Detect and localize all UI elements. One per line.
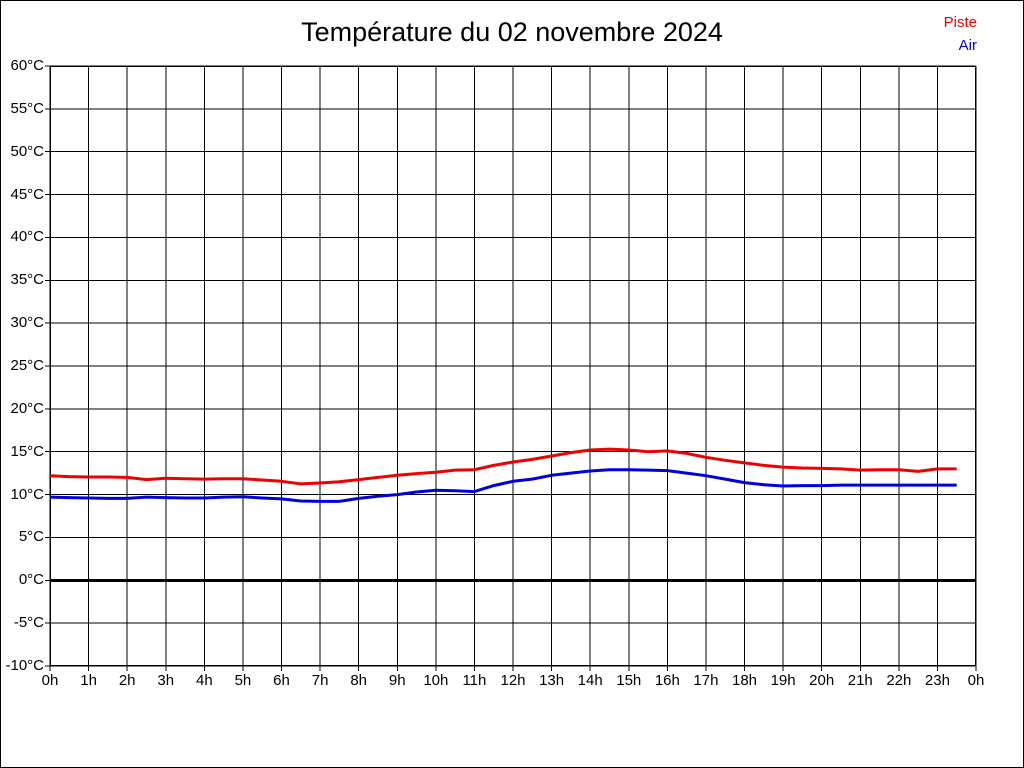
x-tick-label: 2h <box>118 672 136 689</box>
y-tick-label: 5°C <box>18 528 44 546</box>
legend: Piste Air <box>944 11 977 57</box>
y-tick-label: -5°C <box>13 614 44 632</box>
y-tick-label: 40°C <box>10 228 44 246</box>
series-line-piste <box>49 447 957 486</box>
y-tick-label: 0°C <box>18 571 44 589</box>
x-tick-label: 10h <box>423 672 449 689</box>
x-tick-label: 11h <box>462 672 487 689</box>
x-tick-label: 7h <box>311 672 329 689</box>
chart-title: Température du 02 novembre 2024 <box>301 17 723 47</box>
plot-area <box>45 65 977 671</box>
y-tick-label: -10°C <box>5 657 44 674</box>
y-tick-label: 20°C <box>10 399 44 417</box>
legend-air-label: Air <box>958 37 977 54</box>
x-tick-label: 13h <box>539 672 565 689</box>
x-tick-label: 4h <box>195 672 213 689</box>
x-tick-label: 18h <box>731 672 758 689</box>
y-tick-label: 35°C <box>10 271 44 289</box>
x-tick-label: 21h <box>847 672 873 689</box>
x-tick-label: 1h <box>80 672 97 689</box>
x-tick-label: 12h <box>500 672 526 689</box>
x-tick-label: 15h <box>616 672 642 689</box>
chart-svg <box>45 65 977 671</box>
legend-piste-label: Piste <box>943 14 977 31</box>
x-tick-label: 22h <box>886 672 912 689</box>
y-tick-label: 30°C <box>10 314 44 332</box>
x-tick-label: 14h <box>577 672 603 689</box>
x-tick-label: 20h <box>809 672 835 689</box>
x-tick-label: 23h <box>924 672 950 689</box>
x-tick-label: 3h <box>157 672 175 689</box>
y-tick-label: 25°C <box>10 357 44 374</box>
x-tick-label: 19h <box>770 672 796 689</box>
x-tick-label: 0h <box>41 672 59 689</box>
x-tick-label: 9h <box>388 672 406 689</box>
y-tick-label: 45°C <box>10 185 44 203</box>
legend-item-air: Air <box>944 34 977 57</box>
x-tick-label: 5h <box>234 672 252 689</box>
y-tick-label: 55°C <box>10 99 44 117</box>
x-tick-label: 16h <box>654 672 680 689</box>
y-tick-label: 50°C <box>10 142 44 160</box>
series-line-air <box>49 468 957 503</box>
x-tick-label: 0h <box>967 672 985 689</box>
y-tick-label: 60°C <box>10 57 44 74</box>
x-tick-label: 8h <box>350 672 367 689</box>
legend-item-piste: Piste <box>944 11 977 34</box>
x-tick-label: 6h <box>273 672 290 689</box>
y-tick-label: 10°C <box>10 485 44 503</box>
y-tick-label: 15°C <box>10 442 44 460</box>
x-tick-label: 17h <box>693 672 719 689</box>
